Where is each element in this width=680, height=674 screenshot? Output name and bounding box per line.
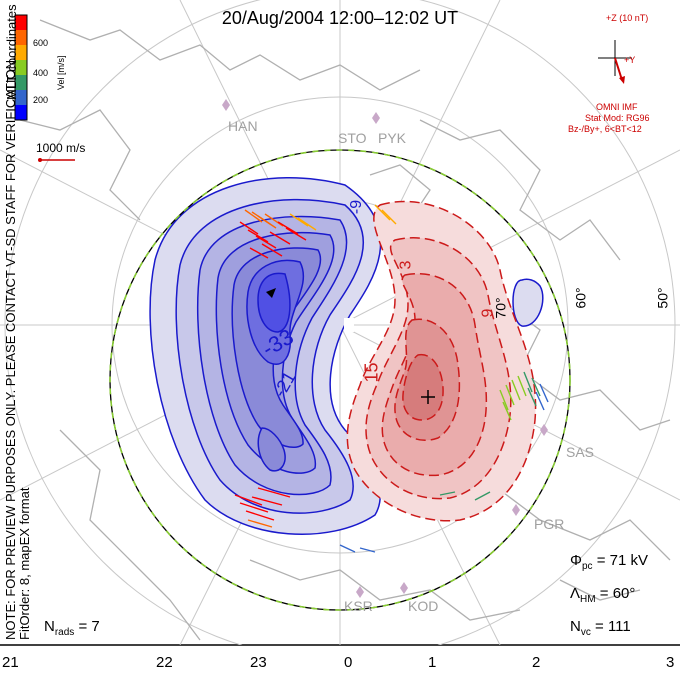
station-sas: SAS bbox=[566, 444, 595, 460]
station-pgr: PGR bbox=[534, 516, 565, 532]
map-title: 20/Aug/2004 12:00–12:02 UT bbox=[221, 8, 459, 28]
velocity-vectors bbox=[234, 204, 549, 553]
stat-phi-pc: Φpc = 71 kV bbox=[570, 552, 648, 572]
mlt-tick-3: 3 bbox=[666, 654, 675, 671]
imf-condition: Bz-/By+, 6<BT<12 bbox=[568, 124, 642, 134]
mlt-coordinates-label: MLT coordinates bbox=[4, 4, 19, 100]
colorbar bbox=[14, 14, 28, 121]
imf-z-label: +Z (10 nT) bbox=[606, 13, 649, 23]
mlt-tick-0: 0 bbox=[344, 654, 353, 671]
contour-label-9: 9 bbox=[479, 308, 497, 318]
mlt-tick-23: 23 bbox=[250, 654, 267, 671]
station-kod: KOD bbox=[408, 598, 439, 614]
side-note: NOTE: FOR PREVIEW PURPOSES ONLY. PLEASE … bbox=[3, 56, 32, 640]
negative-cell bbox=[149, 176, 382, 536]
colorbar-tick-600: 600 bbox=[33, 38, 49, 48]
gap-marker bbox=[344, 318, 354, 332]
colorbar-label: Vel [m/s] bbox=[56, 55, 66, 90]
latitude-label-60: 60° bbox=[572, 287, 589, 309]
positive-cell bbox=[346, 200, 537, 522]
imf-clock bbox=[598, 40, 632, 84]
hm-boundary-dash bbox=[109, 149, 571, 611]
latitude-label-50: 50° bbox=[654, 287, 671, 309]
contour-label-neg9: -9 bbox=[348, 199, 366, 215]
side-note-line2: FitOrder: 8, mapEX format bbox=[17, 487, 32, 640]
contour-label-15: 15 bbox=[361, 362, 382, 383]
imf-y-label: +Y bbox=[624, 55, 636, 65]
mlt-tick-2: 2 bbox=[532, 654, 541, 671]
imf-source: OMNI IMF bbox=[596, 102, 638, 112]
stat-lambda-hm: ΛHM = 60° bbox=[570, 585, 636, 605]
station-pyk: PYK bbox=[378, 130, 407, 146]
colorbar-tick-400: 400 bbox=[33, 68, 49, 78]
station-han: HAN bbox=[228, 118, 258, 134]
side-note-line1: NOTE: FOR PREVIEW PURPOSES ONLY. PLEASE … bbox=[3, 56, 18, 640]
coastlines bbox=[19, 19, 671, 641]
station-ksr: KSR bbox=[344, 598, 373, 614]
stat-nvc: Nvc = 111 bbox=[570, 618, 631, 638]
imf-stat-mod: Stat Mod: RG96 bbox=[585, 113, 650, 123]
mlt-tick-22: 22 bbox=[156, 654, 173, 671]
mlt-tick-21: 21 bbox=[2, 654, 19, 671]
colorbar-tick-200: 200 bbox=[33, 95, 49, 105]
stat-nrads: Nrads = 7 bbox=[44, 618, 100, 638]
velocity-scale-label: 1000 m/s bbox=[36, 141, 86, 155]
contour-label-3: 3 bbox=[397, 260, 415, 270]
station-markers bbox=[222, 99, 548, 598]
negative-cell-small bbox=[512, 278, 544, 327]
mlt-tick-1: 1 bbox=[428, 654, 437, 671]
station-sto: STO bbox=[338, 130, 367, 146]
